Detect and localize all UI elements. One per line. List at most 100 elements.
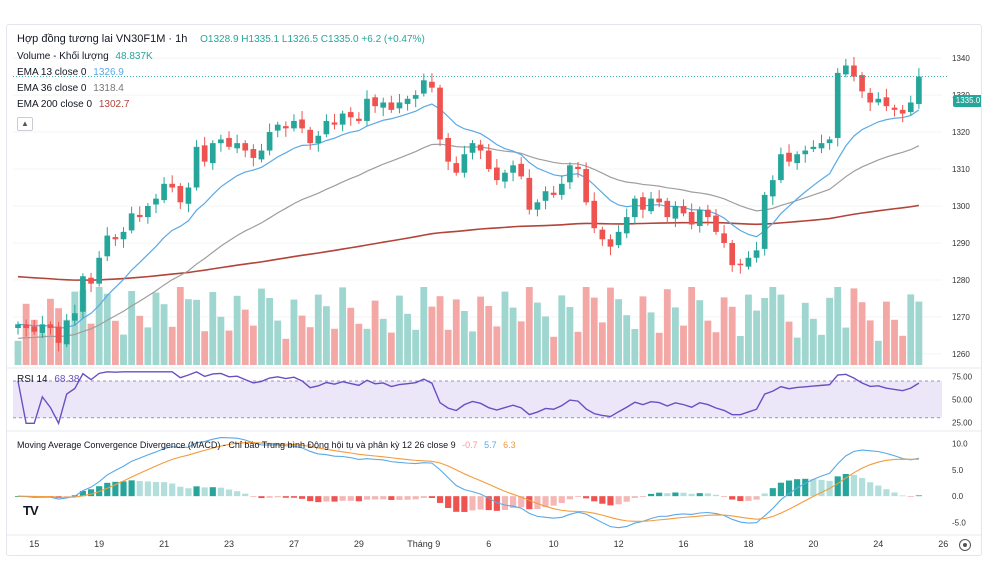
candle-body bbox=[356, 118, 362, 121]
candle bbox=[339, 110, 346, 132]
ema200-legend[interactable]: EMA 200 close 0 1302.7 bbox=[17, 99, 129, 111]
candle-body bbox=[88, 277, 94, 284]
candle bbox=[664, 197, 671, 224]
macd-histogram-bar bbox=[842, 473, 849, 497]
gear-icon[interactable] bbox=[959, 539, 971, 551]
volume-legend[interactable]: Volume - Khối lượng 48.837K bbox=[17, 51, 153, 63]
candle-body bbox=[583, 169, 589, 203]
volume-bar bbox=[704, 320, 712, 365]
rsi-tick-label: 25.00 bbox=[952, 418, 973, 427]
collapse-legend-button[interactable]: ▲ bbox=[17, 117, 33, 131]
macd-histogram-bar bbox=[607, 496, 614, 506]
candle bbox=[648, 191, 654, 215]
macd-legend[interactable]: Moving Average Convergence Divergence (M… bbox=[17, 439, 516, 451]
candle bbox=[842, 58, 849, 78]
candle-body bbox=[705, 209, 711, 218]
candle bbox=[502, 169, 508, 189]
ema200-line bbox=[17, 204, 920, 281]
candle bbox=[550, 186, 557, 198]
candle-body bbox=[550, 192, 557, 195]
candle-body bbox=[477, 144, 484, 151]
macd-histogram-bar bbox=[315, 496, 322, 503]
candle-body bbox=[445, 137, 451, 162]
candle bbox=[534, 199, 541, 217]
symbol-title[interactable]: Hợp đồng tương lai VN30F1M · 1h bbox=[17, 33, 188, 45]
volume-bar bbox=[306, 327, 314, 365]
volume-bar bbox=[663, 289, 671, 365]
candle-body bbox=[120, 231, 127, 240]
macd-histogram-bar bbox=[485, 496, 492, 511]
candle-body bbox=[364, 98, 370, 121]
candle bbox=[323, 114, 330, 138]
volume-bar bbox=[371, 300, 379, 365]
volume-bar bbox=[95, 287, 103, 365]
macd-histogram-bar bbox=[899, 495, 906, 497]
candle bbox=[883, 88, 890, 111]
candle-body bbox=[412, 95, 419, 99]
candle bbox=[510, 160, 516, 182]
macd-histogram-bar bbox=[664, 493, 671, 497]
candle-body bbox=[753, 250, 760, 258]
volume-bar bbox=[185, 299, 192, 365]
candle bbox=[404, 95, 411, 111]
volume-bar bbox=[128, 291, 136, 365]
candle bbox=[193, 140, 200, 191]
chart-canvas[interactable]: 13401330132013101300129012801270126075.0… bbox=[7, 25, 981, 555]
price-tick-label: 1340 bbox=[952, 54, 970, 63]
volume-bar bbox=[79, 290, 87, 365]
candle-body bbox=[916, 76, 922, 104]
tradingview-logo-icon[interactable]: TV bbox=[23, 503, 39, 518]
candle-body bbox=[696, 209, 703, 226]
candle-body bbox=[128, 213, 135, 231]
rsi-legend[interactable]: RSI 14 68.38 bbox=[17, 374, 79, 386]
volume-bar bbox=[574, 331, 582, 365]
candle bbox=[802, 145, 809, 163]
candle-body bbox=[786, 152, 792, 162]
ema36-legend[interactable]: EMA 36 close 0 1318.4 bbox=[17, 83, 124, 95]
candle bbox=[96, 251, 103, 287]
candle-body bbox=[899, 109, 906, 114]
candle-body bbox=[802, 150, 809, 155]
volume-bar bbox=[323, 306, 330, 365]
volume-bar bbox=[290, 299, 298, 365]
volume-value: 48.837K bbox=[115, 51, 153, 62]
candle bbox=[242, 140, 249, 158]
volume-bar bbox=[201, 331, 209, 365]
macd-histogram-bar bbox=[810, 479, 817, 497]
candle bbox=[623, 208, 630, 239]
volume-bar bbox=[607, 287, 614, 365]
price-tick-label: 1300 bbox=[952, 202, 970, 211]
macd-histogram-bar bbox=[647, 493, 655, 497]
candle bbox=[258, 143, 265, 163]
candle-body bbox=[372, 97, 378, 107]
candle bbox=[274, 121, 281, 138]
candle-body bbox=[299, 119, 305, 129]
volume-bar bbox=[217, 316, 225, 365]
ema13-legend[interactable]: EMA 13 close 0 1326.9 bbox=[17, 67, 124, 79]
candle-body bbox=[769, 180, 776, 197]
rsi-label: RSI 14 bbox=[17, 374, 48, 385]
volume-bar bbox=[249, 325, 257, 365]
candle-body bbox=[193, 146, 200, 188]
price-tick-label: 1290 bbox=[952, 239, 970, 248]
volume-bar bbox=[144, 327, 152, 365]
candle-body bbox=[145, 206, 151, 218]
volume-bar bbox=[542, 316, 549, 365]
candle bbox=[218, 134, 224, 152]
candle bbox=[461, 145, 468, 178]
volume-bar bbox=[525, 287, 533, 365]
macd-histogram-bar bbox=[883, 489, 890, 497]
candle-body bbox=[607, 239, 614, 247]
ema200-label: EMA 200 close 0 bbox=[17, 99, 93, 110]
volume-bar bbox=[331, 328, 338, 365]
rsi-value: 68.38 bbox=[54, 374, 80, 385]
volume-bar bbox=[436, 296, 444, 365]
candle bbox=[615, 225, 622, 249]
ohlc-values: O1328.9 H1335.1 L1326.5 C1335.0 +6.2 (+0… bbox=[200, 34, 425, 45]
macd-histogram-bar bbox=[858, 478, 866, 497]
macd-histogram-bar bbox=[680, 492, 687, 497]
volume-bar bbox=[14, 340, 22, 365]
time-tick-label: 29 bbox=[354, 539, 364, 549]
rsi-line bbox=[17, 371, 920, 426]
volume-bar bbox=[314, 294, 322, 365]
